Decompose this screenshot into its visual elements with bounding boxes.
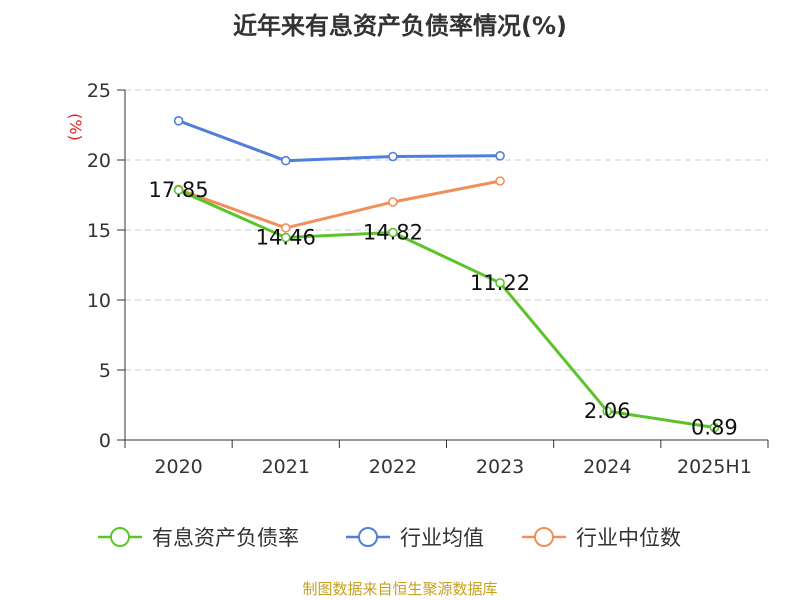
data-label: 0.89: [691, 416, 738, 440]
legend-item[interactable]: 行业中位数: [522, 526, 681, 550]
legend-marker: [358, 527, 378, 547]
x-tick-label: 2025H1: [677, 456, 752, 478]
data-label: 11.22: [470, 271, 530, 295]
legend-label: 有息资产负债率: [152, 526, 299, 550]
series-0: [173, 185, 720, 433]
data-point: [388, 197, 398, 207]
series-line: [178, 119, 501, 163]
x-tick-label: 2021: [262, 456, 310, 478]
x-tick-label: 2023: [476, 456, 524, 478]
legend-marker: [110, 527, 130, 547]
data-point: [709, 422, 720, 433]
y-tick-label: 25: [87, 80, 111, 102]
legend-marker: [534, 527, 554, 547]
x-tick-label: 2020: [154, 456, 202, 478]
data-point: [495, 151, 505, 161]
data-point: [495, 278, 505, 288]
x-tick-label: 2024: [583, 456, 631, 478]
data-point: [280, 155, 291, 166]
data-point: [173, 185, 184, 195]
data-label: 14.82: [363, 221, 423, 245]
series-line: [177, 188, 715, 430]
data-label: 2.06: [584, 399, 631, 423]
legend-item[interactable]: 行业均值: [346, 526, 484, 550]
chart-title: 近年来有息资产负债率情况(%): [233, 12, 567, 40]
legend-label: 行业均值: [400, 526, 484, 550]
data-point: [280, 232, 291, 243]
legend[interactable]: 有息资产负债率 行业均值 行业中位数: [98, 526, 681, 550]
y-tick-label: 0: [99, 430, 111, 452]
legend-label: 行业中位数: [576, 526, 681, 550]
series-line: [178, 179, 501, 230]
series-1: [173, 116, 505, 166]
y-tick-label: 15: [87, 220, 111, 242]
axes: 0 5 10 15 20 25 2020 2021 2022 2023 2024 2025H1: [87, 80, 769, 478]
data-labels: 17.85 14.46 14.82 11.22 2.06 0.89: [149, 178, 738, 439]
y-tick-label: 5: [99, 360, 111, 382]
data-point: [495, 176, 505, 186]
legend-item[interactable]: 有息资产负债率: [98, 526, 299, 550]
data-label: 14.46: [256, 226, 316, 250]
series-lines: [173, 116, 720, 433]
x-tick-label: 2022: [369, 456, 417, 478]
data-point: [602, 406, 613, 416]
y-tick-label: 20: [87, 150, 111, 172]
y-axis-unit-label: (%): [66, 113, 85, 141]
data-point: [388, 151, 398, 162]
data-label: 17.85: [149, 178, 209, 202]
data-point: [280, 223, 291, 233]
y-tick-label: 10: [87, 290, 111, 312]
grid-lines: [125, 89, 768, 371]
data-point: [173, 116, 184, 126]
source-note: 制图数据来自恒生聚源数据库: [302, 580, 498, 598]
series-2: [173, 176, 505, 233]
data-point: [388, 227, 398, 238]
